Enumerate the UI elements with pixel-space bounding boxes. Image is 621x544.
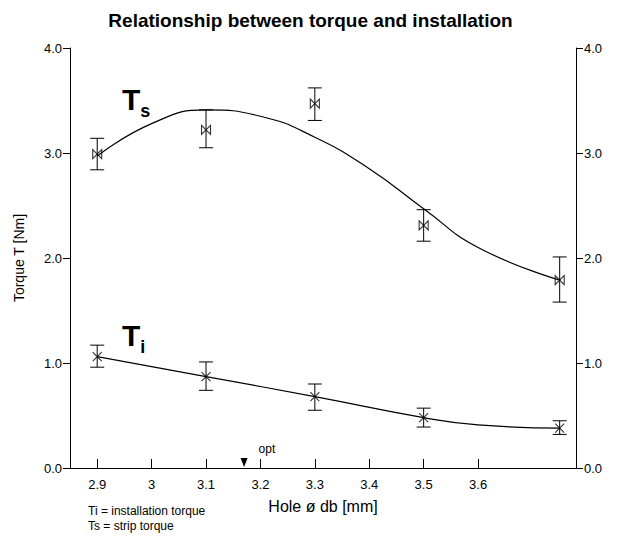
svg-text:Relationship between torque an: Relationship between torque and installa… bbox=[108, 10, 512, 31]
svg-text:Ti = installation torque: Ti = installation torque bbox=[88, 504, 206, 518]
svg-text:T: T bbox=[122, 83, 140, 116]
svg-text:0.0: 0.0 bbox=[44, 461, 62, 476]
svg-text:3.4: 3.4 bbox=[360, 477, 378, 492]
svg-text:1.0: 1.0 bbox=[44, 356, 62, 371]
svg-text:3.0: 3.0 bbox=[584, 146, 602, 161]
svg-text:3: 3 bbox=[148, 477, 155, 492]
svg-text:0.0: 0.0 bbox=[584, 461, 602, 476]
svg-text:opt: opt bbox=[259, 442, 276, 456]
svg-text:3.0: 3.0 bbox=[44, 146, 62, 161]
svg-text:2.0: 2.0 bbox=[584, 251, 602, 266]
svg-text:Hole ø db [mm]: Hole ø db [mm] bbox=[268, 498, 377, 515]
svg-text:T: T bbox=[122, 319, 140, 352]
svg-text:i: i bbox=[140, 337, 145, 357]
svg-text:3.2: 3.2 bbox=[251, 477, 269, 492]
svg-text:Torque T [Nm]: Torque T [Nm] bbox=[11, 214, 27, 302]
svg-text:2.9: 2.9 bbox=[88, 477, 106, 492]
svg-text:4.0: 4.0 bbox=[584, 41, 602, 56]
svg-text:2.0: 2.0 bbox=[44, 251, 62, 266]
svg-text:s: s bbox=[140, 101, 150, 121]
svg-text:Ts = strip torque: Ts = strip torque bbox=[88, 519, 174, 533]
svg-text:3.1: 3.1 bbox=[197, 477, 215, 492]
svg-text:4.0: 4.0 bbox=[44, 41, 62, 56]
svg-text:3.5: 3.5 bbox=[415, 477, 433, 492]
svg-text:3.3: 3.3 bbox=[306, 477, 324, 492]
svg-text:1.0: 1.0 bbox=[584, 356, 602, 371]
svg-text:3.6: 3.6 bbox=[469, 477, 487, 492]
